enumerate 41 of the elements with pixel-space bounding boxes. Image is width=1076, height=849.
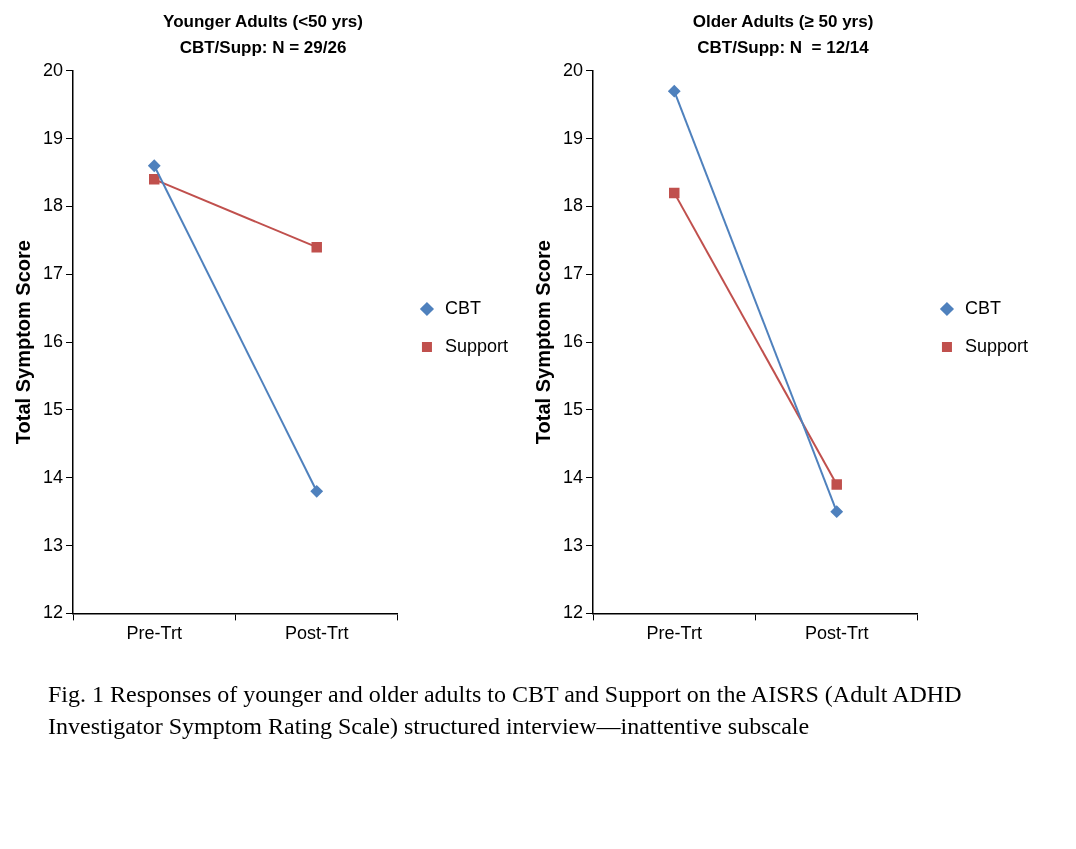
y-tick-label: 16 bbox=[562, 331, 584, 352]
y-axis-title: Total Symptom Score bbox=[11, 240, 34, 445]
y-tick-label: 17 bbox=[562, 263, 584, 284]
point bbox=[669, 187, 680, 199]
x-tick-label: Pre-Trt bbox=[646, 623, 702, 644]
chart-subtitle: CBT/Supp: N = 12/14 bbox=[697, 38, 870, 58]
point bbox=[148, 159, 161, 172]
point bbox=[830, 505, 843, 518]
y-tick-label: 17 bbox=[42, 263, 64, 284]
x-tick-label: Post-Trt bbox=[285, 623, 349, 644]
point bbox=[149, 174, 160, 185]
caption: Fig. 1 Responses of younger and older adults to CBT and Support on the AISRS (Adult ADHD Investigator Symptom Rating Scale) structured interview—inattentive subscale bbox=[48, 680, 963, 741]
point bbox=[668, 85, 681, 98]
point bbox=[310, 485, 323, 498]
legend-label: CBT bbox=[964, 297, 1001, 318]
y-axis-title: Total Symptom Score bbox=[531, 240, 554, 445]
y-tick-label: 12 bbox=[42, 602, 64, 623]
point bbox=[831, 479, 842, 490]
y-tick-label: 13 bbox=[42, 534, 64, 555]
chart-subtitle: CBT/Supp: N = 29/26 bbox=[179, 38, 347, 58]
y-tick-label: 16 bbox=[42, 331, 64, 352]
chart-title: Older Adults (≥ 50 yrs) bbox=[692, 11, 874, 31]
point bbox=[311, 241, 322, 253]
x-tick-label: Post-Trt bbox=[805, 623, 869, 644]
y-tick-label: 12 bbox=[562, 602, 584, 623]
y-tick-label: 20 bbox=[42, 59, 64, 80]
y-tick-label: 15 bbox=[42, 398, 64, 419]
y-tick-label: 18 bbox=[42, 195, 64, 216]
chart-title: Younger Adults (<50 yrs) bbox=[163, 11, 363, 31]
x-tick-label: Pre-Trt bbox=[126, 623, 182, 644]
legend-label: Support bbox=[964, 335, 1028, 356]
y-tick-label: 18 bbox=[562, 195, 584, 216]
y-tick-label: 14 bbox=[42, 466, 64, 487]
legend-label: CBT bbox=[444, 297, 481, 318]
y-tick-label: 19 bbox=[42, 127, 64, 148]
y-tick-label: 20 bbox=[562, 59, 584, 80]
y-tick-label: 15 bbox=[562, 398, 584, 419]
legend-label: Support bbox=[444, 335, 508, 356]
y-tick-label: 14 bbox=[562, 466, 584, 487]
y-tick-label: 13 bbox=[562, 534, 584, 555]
y-tick-label: 19 bbox=[562, 127, 584, 148]
